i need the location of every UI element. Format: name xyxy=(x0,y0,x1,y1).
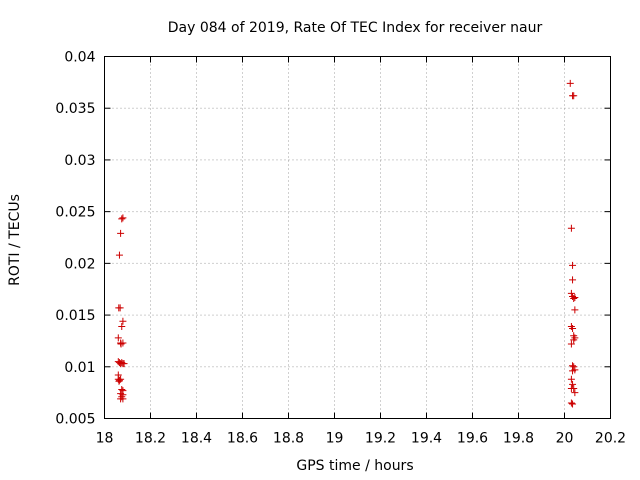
y-tick-label: 0.025 xyxy=(55,205,95,221)
x-tick-label: 18 xyxy=(96,431,114,447)
x-axis-label: GPS time / hours xyxy=(296,458,413,474)
x-tick-label: 18.6 xyxy=(227,431,258,447)
data-point xyxy=(116,304,124,312)
data-point xyxy=(569,367,577,375)
data-point xyxy=(569,325,577,333)
data-point xyxy=(117,340,125,348)
x-axis-ticks: 18 18.2 18.4 18.6 18.8 19 19.2 19.4 19.6 19.8 20 20… xyxy=(96,56,626,447)
data-point xyxy=(569,261,577,269)
x-tick-label: 19.6 xyxy=(457,431,488,447)
y-tick-label: 0.02 xyxy=(64,256,95,272)
data-point xyxy=(571,306,579,314)
data-point xyxy=(119,214,127,222)
x-tick-label: 19.8 xyxy=(503,431,534,447)
data-point xyxy=(118,386,126,394)
data-point xyxy=(115,377,123,385)
x-tick-label: 18.4 xyxy=(181,431,212,447)
x-tick-label: 20.2 xyxy=(595,431,626,447)
y-tick-label: 0.01 xyxy=(64,360,95,376)
x-tick-label: 19 xyxy=(326,431,344,447)
data-point xyxy=(567,224,575,232)
data-point xyxy=(570,92,578,100)
y-tick-label: 0.035 xyxy=(55,101,95,117)
data-point xyxy=(115,251,123,259)
x-tick-label: 20 xyxy=(556,431,574,447)
data-point xyxy=(117,229,125,237)
x-tick-label: 18.8 xyxy=(273,431,304,447)
y-tick-label: 0.005 xyxy=(55,412,95,428)
data-point xyxy=(571,293,579,301)
data-point xyxy=(114,334,122,342)
data-point xyxy=(567,385,575,393)
y-tick-label: 0.04 xyxy=(64,50,95,66)
data-point xyxy=(119,395,127,403)
data-point xyxy=(569,400,577,408)
data-point xyxy=(570,336,578,344)
data-point xyxy=(569,276,577,284)
y-tick-label: 0.015 xyxy=(55,308,95,324)
y-tick-label: 0.03 xyxy=(64,153,95,169)
data-point xyxy=(567,375,575,383)
data-points xyxy=(114,79,579,408)
data-point xyxy=(566,79,574,87)
data-point xyxy=(569,380,577,388)
x-tick-label: 19.2 xyxy=(365,431,396,447)
x-tick-label: 18.2 xyxy=(135,431,166,447)
plot-frame xyxy=(104,56,611,419)
data-point xyxy=(118,215,126,223)
data-point xyxy=(567,289,575,297)
data-point xyxy=(570,363,578,371)
y-axis-label: ROTI / TECUs xyxy=(7,194,23,286)
x-tick-label: 19.4 xyxy=(411,431,442,447)
chart-title: Day 084 of 2019, Rate Of TEC Index for r… xyxy=(168,20,543,36)
grid xyxy=(104,56,611,419)
data-point xyxy=(119,317,127,325)
data-point xyxy=(120,360,128,368)
data-point xyxy=(118,322,126,330)
y-axis-ticks: 0.005 0.01 0.015 0.02 0.025 0.03 0.035 0.04 xyxy=(55,50,611,428)
data-point xyxy=(571,389,579,397)
data-point xyxy=(570,295,578,303)
data-point xyxy=(567,399,575,407)
data-point xyxy=(567,340,575,348)
